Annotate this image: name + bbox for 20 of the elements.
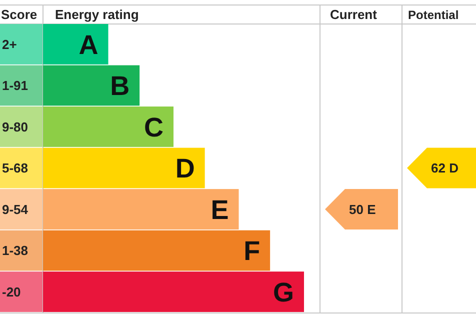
text: Potential: [408, 8, 459, 22]
text: 1-91: [2, 78, 28, 94]
y-tick-label: F: [244, 236, 260, 266]
y-tick-label: G: [272, 278, 294, 308]
text: 1-38: [2, 243, 28, 258]
chart-title: Energy rating: [55, 7, 139, 22]
text: Current: [330, 7, 378, 22]
text: 62 D: [431, 160, 458, 176]
y-axis-title: Score: [1, 7, 38, 22]
y-tick-label: E: [210, 194, 229, 225]
text: 5-68: [2, 160, 28, 176]
y-tick-label: D: [175, 154, 195, 184]
text: 2+: [2, 36, 18, 52]
text: 9-80: [2, 119, 28, 134]
y-tick-label: B: [110, 71, 130, 102]
text: -20: [2, 284, 21, 300]
y-tick-label: A: [78, 30, 98, 60]
y-tick-label: C: [144, 112, 164, 142]
text: 50 E: [349, 202, 376, 217]
text: 9-54: [2, 202, 29, 217]
